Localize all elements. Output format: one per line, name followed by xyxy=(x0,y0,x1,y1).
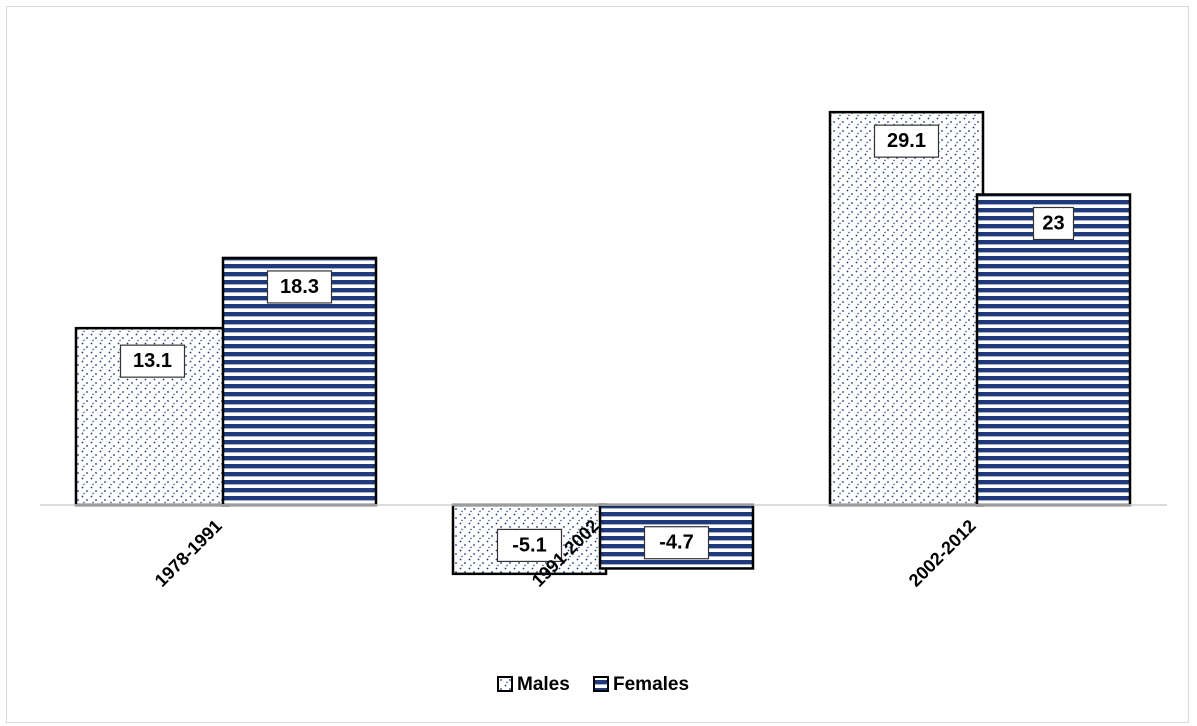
bar-males-2002-2012 xyxy=(828,110,985,507)
data-label-box xyxy=(266,270,333,304)
data-label-box xyxy=(1032,206,1075,241)
data-label-box xyxy=(643,526,710,560)
data-label-text: 29.1 xyxy=(887,130,926,152)
data-label-text: 13.1 xyxy=(133,350,172,372)
data-label-text: -5.1 xyxy=(512,534,546,556)
data-label-males-2002-2012: 29.1 xyxy=(873,124,940,158)
data-label-text: 23 xyxy=(1042,213,1064,235)
legend-swatch-males xyxy=(497,676,513,692)
legend-label-females: Females xyxy=(613,674,689,695)
legend-label-males: Males xyxy=(517,674,570,695)
data-label-females-1978-1991: 18.3 xyxy=(266,270,333,304)
data-label-box xyxy=(119,344,186,378)
data-label-males-1991-2002: -5.1 xyxy=(496,528,563,563)
data-label-box xyxy=(873,124,940,158)
legend-swatch-females xyxy=(593,676,609,692)
data-label-females-2002-2012: 23 xyxy=(1032,206,1075,241)
legend-item-females: Females xyxy=(593,674,689,695)
data-label-females-1991-2002: -4.7 xyxy=(643,526,710,560)
data-label-box xyxy=(496,528,563,563)
data-label-text: 18.3 xyxy=(280,276,319,298)
legend: Males Females xyxy=(497,674,689,695)
category-label-1978-1991: 1978-1991 xyxy=(151,516,226,591)
category-label-2002-2012: 2002-2012 xyxy=(905,516,980,591)
legend-item-males: Males xyxy=(497,674,570,695)
bar-females-2002-2012 xyxy=(975,193,1132,507)
data-label-males-1978-1991: 13.1 xyxy=(119,344,186,378)
data-label-text: -4.7 xyxy=(659,532,693,554)
